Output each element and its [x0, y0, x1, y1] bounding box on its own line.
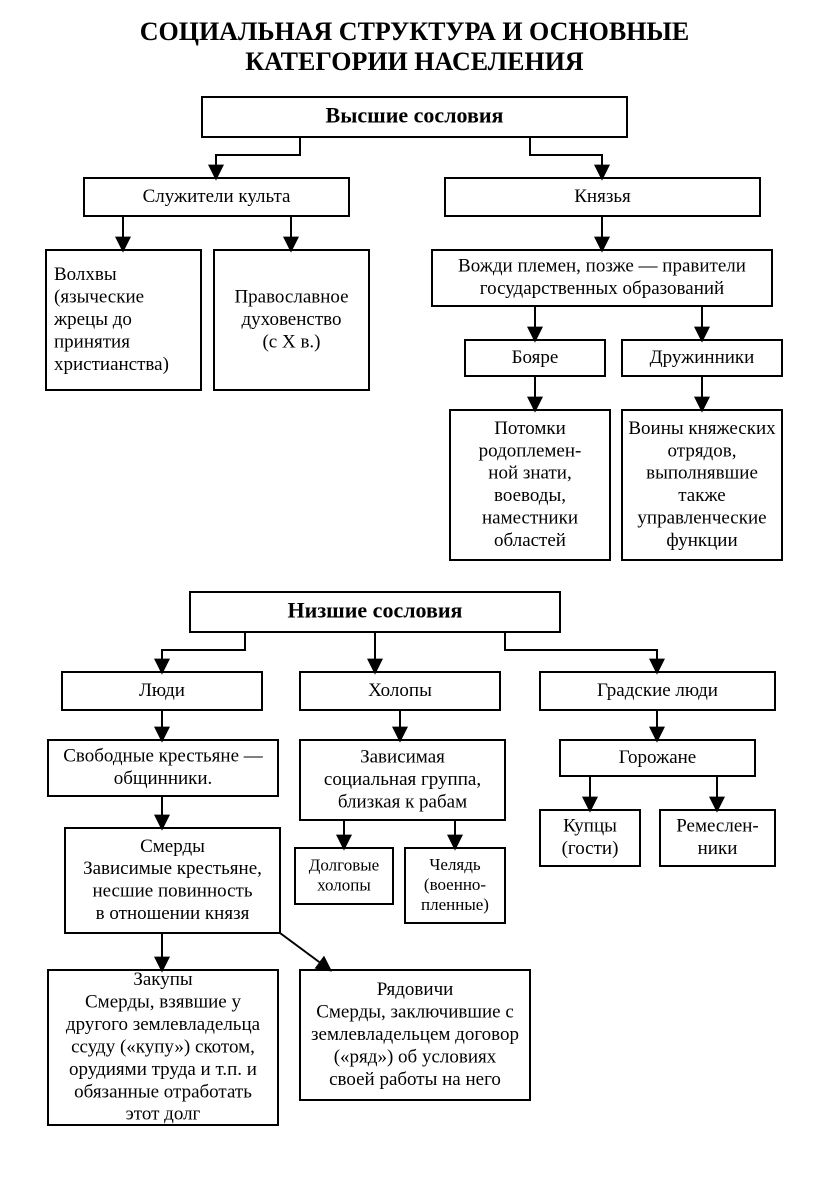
node-text: также [678, 485, 726, 506]
node-zakupy: ЗакупыСмерды, взявшие удругого землевлад… [48, 969, 278, 1125]
node-druzh: Дружинники [622, 340, 782, 376]
node-text: другого землевладельца [66, 1014, 261, 1035]
node-kholop-desc: Зависимаясоциальная группа,близкая к раб… [300, 740, 505, 820]
edge-smerdy-ryad [280, 933, 330, 970]
node-text: воеводы, [494, 485, 566, 506]
node-text: родоплемен- [479, 440, 582, 461]
node-text: Купцы [563, 816, 617, 837]
node-text: в отношении князя [96, 903, 250, 924]
node-text: Бояре [512, 347, 559, 368]
node-text: (гости) [562, 838, 619, 859]
node-leaders: Вожди племен, позже — правителигосударст… [432, 250, 772, 306]
node-text: управленческие [637, 508, 766, 529]
node-text: своей работы на него [329, 1069, 501, 1090]
node-text: этот долг [126, 1104, 201, 1125]
node-text: Зависимая [360, 747, 445, 768]
node-boyars-desc: Потомкиродоплемен-ной знати,воеводы,наме… [450, 410, 610, 560]
node-text: отрядов, [668, 440, 737, 461]
edge-lower-city [505, 632, 657, 672]
node-text: Свободные крестьяне — [63, 746, 264, 767]
node-remesl: Ремеслен-ники [660, 810, 775, 866]
node-text: Смерды, заключившие с [316, 1002, 514, 1023]
node-debt: Долговыехолопы [295, 848, 393, 904]
node-text: Смерды [140, 836, 205, 857]
node-top: Высшие сословия [202, 97, 627, 137]
node-text: Высшие сословия [326, 103, 504, 128]
node-text: Горожане [619, 747, 697, 768]
node-text: областей [494, 530, 566, 551]
node-text: выполнявшие [646, 463, 758, 484]
node-church: Православноедуховенство(с X в.) [214, 250, 369, 390]
social-structure-diagram: СОЦИАЛЬНАЯ СТРУКТУРА И ОСНОВНЫЕКАТЕГОРИИ… [0, 0, 829, 1200]
node-text: ники [698, 838, 738, 859]
node-text: Потомки [494, 418, 566, 439]
edge-lower-people [162, 632, 245, 672]
node-text: ссуду («купу») скотом, [71, 1036, 255, 1057]
node-kupcy: Купцы(гости) [540, 810, 640, 866]
node-text: Зависимые крестьяне, [83, 858, 262, 879]
node-text: («ряд») об условиях [334, 1046, 497, 1067]
node-text: ной знати, [488, 463, 571, 484]
node-text: Ремеслен- [676, 816, 759, 837]
node-text: общинники. [114, 768, 213, 789]
node-text: Служители культа [143, 186, 291, 207]
node-lower: Низшие сословия [190, 592, 560, 632]
node-text: холопы [317, 875, 371, 894]
node-text: Воины княжеских [628, 418, 776, 439]
node-text: Градские люди [597, 680, 718, 701]
node-text: наместники [482, 508, 578, 529]
node-text: Люди [139, 680, 185, 701]
node-text: орудиями труда и т.п. и [69, 1059, 257, 1080]
node-text: пленные) [421, 895, 489, 914]
node-text: функции [666, 530, 737, 551]
node-chelyad: Челядь(военно-пленные) [405, 848, 505, 923]
node-text: Закупы [133, 969, 193, 990]
node-text: близкая к рабам [338, 791, 467, 812]
node-text: Смерды, взявшие у [85, 992, 241, 1013]
node-text: Долговые [309, 855, 379, 874]
node-text: Челядь [429, 855, 481, 874]
node-text: принятия [54, 331, 130, 352]
node-gorozh: Горожане [560, 740, 755, 776]
node-text: христианства) [54, 354, 169, 375]
node-text: несшие повинность [92, 881, 252, 902]
node-text: духовенство [242, 309, 342, 330]
node-text: Волхвы [54, 264, 117, 285]
node-boyars: Бояре [465, 340, 605, 376]
node-princes: Князья [445, 178, 760, 216]
node-text: социальная группа, [324, 769, 481, 790]
node-text: Князья [574, 186, 631, 207]
node-text: Дружинники [650, 347, 755, 368]
node-text: (языческие [54, 287, 144, 308]
node-druzh-desc: Воины княжескихотрядов,выполнявшиетакжеу… [622, 410, 782, 560]
node-text: государственных образований [480, 278, 724, 299]
diagram-title-line: КАТЕГОРИИ НАСЕЛЕНИЯ [245, 47, 584, 76]
node-freemen: Свободные крестьяне —общинники. [48, 740, 278, 796]
node-text: обязанные отработать [74, 1081, 252, 1102]
node-people: Люди [62, 672, 262, 710]
node-text: Православное [234, 287, 348, 308]
node-text: Вожди племен, позже — правители [458, 256, 746, 277]
node-text: жрецы до [53, 309, 132, 330]
node-volkhvy: Волхвы(языческиежрецы допринятияхристиан… [46, 250, 201, 390]
node-text: Рядовичи [377, 979, 454, 1000]
node-text: (с X в.) [262, 331, 320, 352]
diagram-title-line: СОЦИАЛЬНАЯ СТРУКТУРА И ОСНОВНЫЕ [140, 17, 690, 46]
node-text: Холопы [368, 680, 432, 701]
node-text: (военно- [424, 875, 487, 894]
node-smerdy: СмердыЗависимые крестьяне,несшие повинно… [65, 828, 280, 933]
node-text: Низшие сословия [288, 598, 463, 623]
node-text: землевладельцем договор [311, 1024, 519, 1045]
node-cult: Служители культа [84, 178, 349, 216]
edge-top-princes [530, 137, 602, 178]
node-ryad: РядовичиСмерды, заключившие сземлевладел… [300, 970, 530, 1100]
edge-top-cult [216, 137, 300, 178]
node-city: Градские люди [540, 672, 775, 710]
node-kholop: Холопы [300, 672, 500, 710]
